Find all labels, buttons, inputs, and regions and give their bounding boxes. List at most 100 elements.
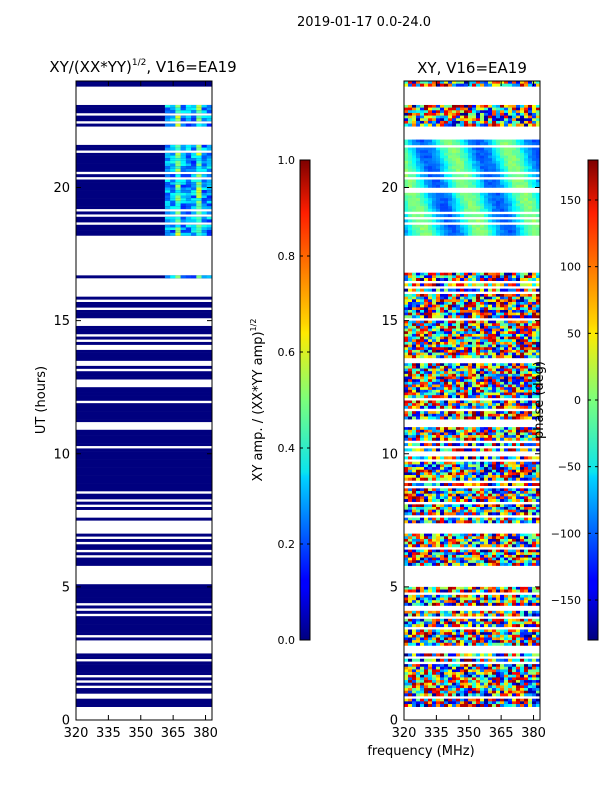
phase-cell — [528, 602, 533, 606]
phase-cell — [532, 328, 537, 332]
phase-cell — [528, 309, 533, 313]
phase-cell — [472, 461, 477, 465]
phase-cell — [504, 200, 509, 204]
phase-cell — [416, 227, 421, 231]
phase-cell — [520, 206, 525, 210]
phase-cell — [520, 83, 525, 87]
phase-cell — [476, 443, 481, 447]
phase-cell — [424, 331, 429, 335]
phase-cell — [476, 520, 481, 524]
phase-cell — [424, 464, 429, 468]
phase-cell — [496, 557, 501, 561]
phase-cell — [520, 200, 525, 204]
phase-cell — [412, 594, 417, 598]
phase-cell — [452, 456, 457, 460]
phase-cell — [532, 376, 537, 380]
phase-cell — [448, 299, 453, 303]
amp-row — [76, 373, 212, 377]
phase-cell — [420, 142, 425, 146]
phase-cell — [452, 339, 457, 343]
phase-cell — [476, 155, 481, 159]
phase-cell — [424, 429, 429, 433]
amp-cell — [206, 203, 212, 207]
phase-cell — [492, 373, 497, 377]
phase-cell — [484, 552, 489, 556]
amp-cell — [164, 166, 171, 170]
phase-cell — [492, 541, 497, 545]
amp-cell — [164, 179, 171, 183]
phase-cell — [420, 184, 425, 188]
phase-cell — [460, 315, 465, 319]
phase-cell — [436, 325, 441, 329]
phase-cell — [492, 110, 497, 114]
phase-cell — [428, 123, 433, 127]
phase-cell — [524, 112, 529, 116]
amp-cell — [201, 152, 208, 156]
phase-cell — [408, 120, 413, 124]
phase-cell — [416, 517, 421, 521]
phase-cell — [480, 158, 485, 162]
phase-cell — [408, 533, 413, 537]
phase-cell — [476, 589, 481, 593]
phase-cell — [428, 533, 433, 537]
phase-cell — [528, 389, 533, 393]
phase-cell — [412, 533, 417, 537]
phase-cell — [468, 475, 473, 479]
phase-cell — [416, 381, 421, 385]
phase-cell — [492, 307, 497, 311]
phase-cell — [472, 376, 477, 380]
phase-cell — [504, 120, 509, 124]
phase-cell — [532, 275, 537, 279]
phase-cell — [500, 365, 505, 369]
phase-cell — [524, 549, 529, 553]
amp-row — [76, 459, 212, 463]
phase-cell — [532, 538, 537, 542]
phase-cell — [448, 493, 453, 497]
phase-cell — [516, 443, 521, 447]
amp-cell — [185, 158, 192, 162]
phase-cell — [420, 403, 425, 407]
phase-cell — [492, 499, 497, 502]
phase-cell — [484, 389, 489, 393]
phase-cell — [460, 192, 465, 196]
phase-cell — [520, 400, 525, 404]
phase-cell — [428, 107, 433, 111]
phase-cell — [532, 174, 537, 178]
phase-cell — [532, 81, 537, 84]
phase-cell — [444, 179, 449, 183]
phase-cell — [516, 405, 521, 409]
phase-cell — [508, 123, 513, 127]
phase-cell — [416, 618, 421, 622]
phase-cell — [476, 488, 481, 492]
phase-cell — [528, 355, 533, 359]
amp-colorbar-gradient — [299, 159, 311, 641]
phase-cell — [508, 341, 513, 345]
phase-cell — [512, 352, 517, 356]
amp-cell — [164, 187, 171, 191]
phase-cell — [440, 184, 445, 188]
amp-cell — [180, 115, 187, 119]
phase-cell — [468, 283, 473, 287]
amp-cell — [201, 184, 208, 188]
phase-cell — [424, 600, 429, 604]
phase-cell — [524, 315, 529, 319]
phase-cell — [516, 368, 521, 372]
phase-cell — [440, 224, 445, 228]
phase-cell — [488, 493, 493, 497]
phase-cell — [444, 400, 449, 404]
phase-cell — [472, 448, 477, 452]
phase-cell — [480, 107, 485, 111]
amp-cell — [175, 198, 181, 202]
phase-cell — [420, 278, 425, 281]
amp-cell — [206, 230, 212, 234]
phase-cell — [444, 195, 449, 199]
phase-cell — [500, 560, 505, 564]
phase-cell — [424, 562, 429, 566]
phase-cell — [492, 493, 497, 497]
amp-cell — [191, 110, 197, 114]
phase-cell — [404, 203, 409, 207]
phase-cell — [516, 83, 521, 87]
phase-cell — [508, 533, 513, 537]
phase-cell — [524, 416, 529, 420]
phase-cell — [420, 507, 425, 510]
